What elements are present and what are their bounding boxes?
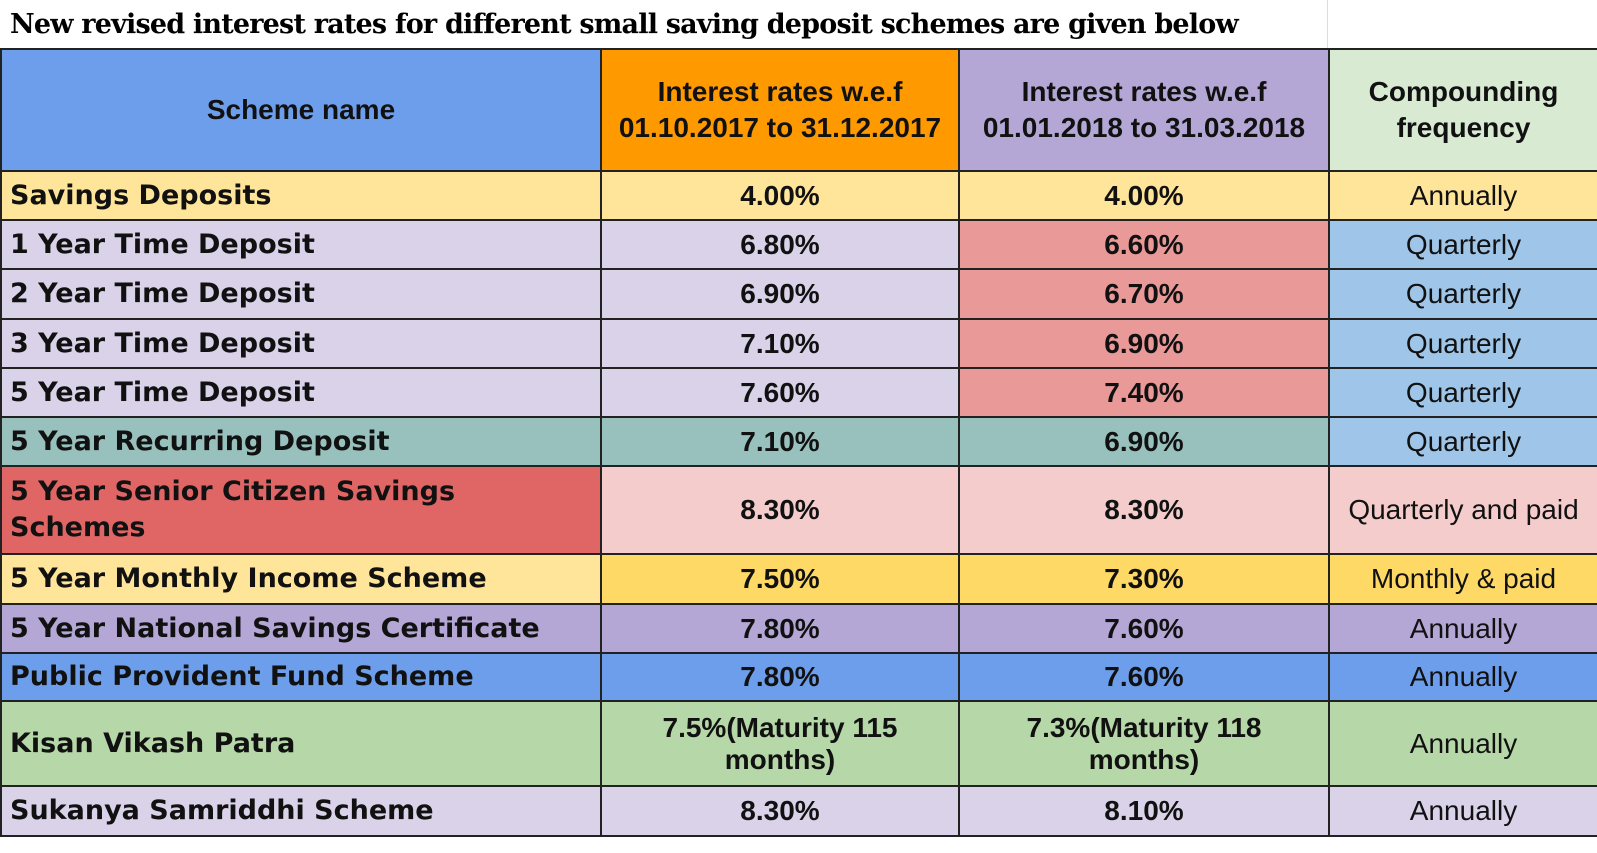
table-row: 5 Year Senior Citizen Savings Schemes 8.3… bbox=[0, 465, 1597, 555]
new-rate-cell: 8.10% bbox=[958, 785, 1330, 837]
header-scheme-name: Scheme name bbox=[0, 48, 602, 172]
table-row: Savings Deposits 4.00% 4.00% Annually bbox=[0, 170, 1597, 221]
old-rate-cell: 7.80% bbox=[600, 652, 960, 702]
header-compounding: Compounding frequency bbox=[1328, 48, 1597, 172]
scheme-name-cell: Savings Deposits bbox=[0, 170, 602, 221]
compounding-cell: Annually bbox=[1328, 652, 1597, 702]
new-rate-cell: 6.90% bbox=[958, 416, 1330, 467]
compounding-cell: Quarterly bbox=[1328, 268, 1597, 320]
compounding-cell: Quarterly bbox=[1328, 318, 1597, 369]
new-rate-cell: 6.90% bbox=[958, 318, 1330, 369]
header-new-rate: Interest rates w.e.f 01.01.2018 to 31.03… bbox=[958, 48, 1330, 172]
page-title: New revised interest rates for different… bbox=[0, 0, 1328, 48]
compounding-cell: Quarterly bbox=[1328, 219, 1597, 270]
old-rate-cell: 7.5%(Maturity 115 months) bbox=[600, 700, 960, 787]
compounding-cell: Quarterly bbox=[1328, 367, 1597, 418]
table-row: 1 Year Time Deposit 6.80% 6.60% Quarterly bbox=[0, 219, 1597, 270]
new-rate-cell: 7.3%(Maturity 118 months) bbox=[958, 700, 1330, 787]
new-rate-cell: 4.00% bbox=[958, 170, 1330, 221]
compounding-cell: Monthly & paid bbox=[1328, 553, 1597, 605]
scheme-name-cell: 5 Year Monthly Income Scheme bbox=[0, 553, 602, 605]
scheme-name-cell: 1 Year Time Deposit bbox=[0, 219, 602, 270]
new-rate-cell: 8.30% bbox=[958, 465, 1330, 555]
scheme-name-cell: 3 Year Time Deposit bbox=[0, 318, 602, 369]
table-row: Public Provident Fund Scheme 7.80% 7.60% An… bbox=[0, 652, 1597, 702]
compounding-cell: Quarterly and paid bbox=[1328, 465, 1597, 555]
scheme-name-cell: 5 Year National Savings Certificate bbox=[0, 603, 602, 654]
compounding-cell: Quarterly bbox=[1328, 416, 1597, 467]
scheme-name-cell: 5 Year Senior Citizen Savings Schemes bbox=[0, 465, 602, 555]
compounding-cell: Annually bbox=[1328, 603, 1597, 654]
scheme-name-cell: Sukanya Samriddhi Scheme bbox=[0, 785, 602, 837]
new-rate-cell: 7.60% bbox=[958, 652, 1330, 702]
compounding-cell: Annually bbox=[1328, 700, 1597, 787]
table-row: 5 Year Time Deposit 7.60% 7.40% Quarterly bbox=[0, 367, 1597, 418]
interest-rates-table: Scheme name Interest rates w.e.f 01.10.2… bbox=[0, 48, 1597, 837]
scheme-name-cell: 2 Year Time Deposit bbox=[0, 268, 602, 320]
old-rate-cell: 7.80% bbox=[600, 603, 960, 654]
table-row: Sukanya Samriddhi Scheme 8.30% 8.10% Annual… bbox=[0, 785, 1597, 837]
scheme-name-cell: Kisan Vikash Patra bbox=[0, 700, 602, 787]
old-rate-cell: 8.30% bbox=[600, 785, 960, 837]
old-rate-cell: 6.90% bbox=[600, 268, 960, 320]
new-rate-cell: 7.30% bbox=[958, 553, 1330, 605]
table-row: 5 Year National Savings Certificate 7.80%… bbox=[0, 603, 1597, 654]
table-row: 5 Year Monthly Income Scheme 7.50% 7.30% Mo… bbox=[0, 553, 1597, 605]
compounding-cell: Annually bbox=[1328, 170, 1597, 221]
old-rate-cell: 7.10% bbox=[600, 416, 960, 467]
scheme-name-cell: 5 Year Recurring Deposit bbox=[0, 416, 602, 467]
new-rate-cell: 6.60% bbox=[958, 219, 1330, 270]
header-old-rate: Interest rates w.e.f 01.10.2017 to 31.12… bbox=[600, 48, 960, 172]
table-row: 3 Year Time Deposit 7.10% 6.90% Quarterly bbox=[0, 318, 1597, 369]
new-rate-cell: 6.70% bbox=[958, 268, 1330, 320]
table-row: 2 Year Time Deposit 6.90% 6.70% Quarterly bbox=[0, 268, 1597, 320]
old-rate-cell: 7.60% bbox=[600, 367, 960, 418]
scheme-name-cell: Public Provident Fund Scheme bbox=[0, 652, 602, 702]
old-rate-cell: 8.30% bbox=[600, 465, 960, 555]
old-rate-cell: 4.00% bbox=[600, 170, 960, 221]
old-rate-cell: 7.10% bbox=[600, 318, 960, 369]
old-rate-cell: 6.80% bbox=[600, 219, 960, 270]
table-row: 5 Year Recurring Deposit 7.10% 6.90% Quarte… bbox=[0, 416, 1597, 467]
new-rate-cell: 7.60% bbox=[958, 603, 1330, 654]
scheme-name-cell: 5 Year Time Deposit bbox=[0, 367, 602, 418]
table-row: Kisan Vikash Patra 7.5%(Maturity 115 mont… bbox=[0, 700, 1597, 787]
new-rate-cell: 7.40% bbox=[958, 367, 1330, 418]
compounding-cell: Annually bbox=[1328, 785, 1597, 837]
old-rate-cell: 7.50% bbox=[600, 553, 960, 605]
